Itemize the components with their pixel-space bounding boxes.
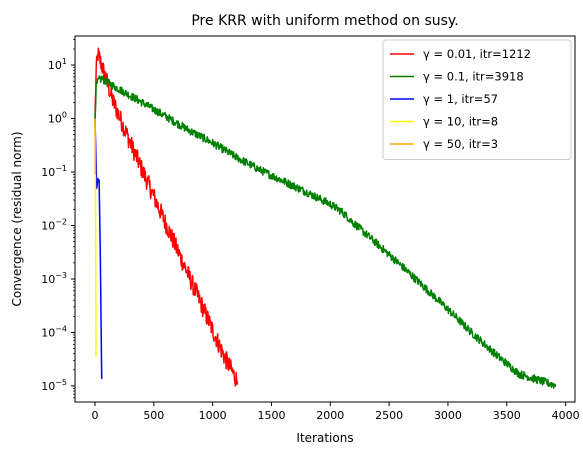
series-line-0 xyxy=(94,47,239,387)
legend-label-1: γ = 0.1, itr=3918 xyxy=(423,70,524,84)
y-tick-label-0: 10−5 xyxy=(41,378,67,393)
series-line-2 xyxy=(94,118,103,379)
legend-box xyxy=(382,39,572,160)
x-tick-label-2500: 2500 xyxy=(375,409,403,422)
x-tick-label-4000: 4000 xyxy=(552,409,580,422)
x-tick-label-0: 0 xyxy=(92,409,99,422)
x-tick-label-500: 500 xyxy=(143,409,164,422)
y-axis-label: Convergence (residual norm) xyxy=(10,131,24,306)
plot-frame xyxy=(74,35,576,403)
x-tick-label-1500: 1500 xyxy=(257,409,285,422)
y-tick-label-4: 10−1 xyxy=(41,164,67,179)
chart-title: Pre KRR with uniform method on susy. xyxy=(191,13,458,29)
x-tick-label-2000: 2000 xyxy=(316,409,344,422)
x-tick-label-3000: 3000 xyxy=(434,409,462,422)
y-tick-label-3: 10−2 xyxy=(41,217,67,232)
y-tick-label-1: 10−4 xyxy=(41,324,67,339)
legend-label-0: γ = 0.01, itr=1212 xyxy=(423,47,531,61)
y-axis: 10−5 10−4 10−3 10−2 10−1 100 101 xyxy=(41,39,75,399)
y-tick-label-5: 100 xyxy=(48,111,67,126)
y-tick-label-2: 10−3 xyxy=(41,271,67,286)
legend-label-4: γ = 50, itr=3 xyxy=(423,137,498,151)
plot-lines xyxy=(94,47,557,389)
x-axis-label: Iterations xyxy=(296,431,353,445)
y-tick-label-6: 101 xyxy=(48,57,67,72)
legend-label-3: γ = 10, itr=8 xyxy=(423,115,498,129)
x-axis: 0 500 1000 1500 2000 2500 3000 3500 4000 xyxy=(92,402,580,422)
series-line-1 xyxy=(94,75,557,389)
x-tick-label-3500: 3500 xyxy=(493,409,521,422)
x-tick-label-1000: 1000 xyxy=(199,409,227,422)
legend-label-2: γ = 1, itr=57 xyxy=(423,92,498,106)
legend: γ = 0.01, itr=1212 γ = 0.1, itr=3918 γ = 1… xyxy=(382,39,572,160)
